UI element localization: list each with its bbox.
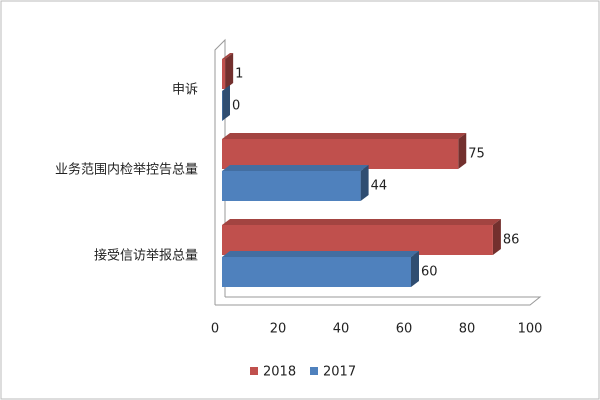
legend-label: 2017 bbox=[323, 365, 356, 380]
data-label: 60 bbox=[421, 265, 438, 280]
bar bbox=[222, 133, 467, 169]
bar-face bbox=[222, 53, 234, 59]
x-tick-label: 100 bbox=[518, 322, 543, 337]
x-tick-label: 20 bbox=[270, 322, 287, 337]
x-tick-label: 0 bbox=[211, 322, 219, 337]
bar-face bbox=[225, 53, 234, 89]
legend-label: 2018 bbox=[263, 365, 296, 380]
bar-face bbox=[360, 165, 369, 201]
y-tick-label: 接受信访举报总量 bbox=[94, 248, 198, 264]
bar bbox=[222, 219, 501, 255]
bar-face bbox=[222, 91, 223, 121]
bar-face bbox=[411, 251, 419, 287]
y-tick-label: 业务范围内检举控告总量 bbox=[55, 162, 198, 178]
bar-face bbox=[222, 225, 493, 255]
bar-face bbox=[222, 165, 369, 171]
x-tick-label: 80 bbox=[459, 322, 476, 337]
legend-swatch bbox=[250, 367, 258, 375]
data-label: 75 bbox=[468, 147, 485, 162]
bar-face bbox=[222, 133, 467, 139]
bar-face bbox=[492, 219, 501, 255]
x-tick-label: 60 bbox=[396, 322, 413, 337]
data-label: 0 bbox=[232, 99, 240, 114]
bar bbox=[222, 53, 234, 89]
bar-face bbox=[458, 133, 467, 169]
bar-face bbox=[222, 171, 361, 201]
bar bbox=[222, 165, 369, 201]
x-tick-label: 40 bbox=[333, 322, 350, 337]
data-label: 86 bbox=[503, 233, 520, 248]
floor bbox=[215, 296, 542, 306]
bar-face bbox=[222, 257, 411, 287]
bar-face bbox=[222, 85, 230, 121]
bar bbox=[222, 251, 419, 287]
data-label: 1 bbox=[235, 67, 243, 82]
legend-swatch bbox=[310, 367, 318, 375]
bar-face bbox=[222, 251, 419, 257]
bar-face bbox=[222, 139, 459, 169]
bar bbox=[222, 85, 230, 121]
bar-face bbox=[222, 219, 501, 225]
y-tick-label: 申诉 bbox=[172, 83, 198, 98]
data-label: 44 bbox=[371, 179, 388, 194]
bar-face bbox=[222, 59, 226, 89]
